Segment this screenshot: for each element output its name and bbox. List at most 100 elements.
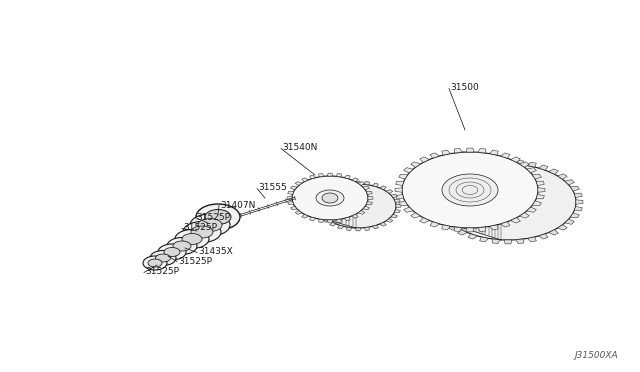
Polygon shape: [478, 148, 486, 153]
Polygon shape: [368, 196, 373, 199]
Ellipse shape: [167, 237, 197, 254]
Polygon shape: [576, 200, 583, 204]
Polygon shape: [391, 214, 397, 218]
Ellipse shape: [164, 247, 180, 257]
Polygon shape: [536, 181, 544, 186]
Polygon shape: [386, 190, 393, 193]
Ellipse shape: [143, 256, 167, 270]
Polygon shape: [516, 160, 524, 165]
Text: 31407N: 31407N: [220, 201, 255, 209]
Polygon shape: [380, 186, 387, 190]
Polygon shape: [565, 180, 574, 185]
Text: 31525P: 31525P: [196, 212, 230, 221]
Polygon shape: [344, 217, 350, 221]
Polygon shape: [511, 157, 520, 162]
Ellipse shape: [158, 244, 186, 260]
Polygon shape: [319, 219, 324, 222]
Polygon shape: [363, 206, 369, 210]
Ellipse shape: [198, 218, 222, 231]
Polygon shape: [315, 205, 320, 208]
Polygon shape: [570, 213, 579, 218]
Polygon shape: [557, 174, 567, 179]
Polygon shape: [538, 165, 548, 170]
Ellipse shape: [175, 230, 209, 248]
Polygon shape: [449, 225, 458, 230]
Polygon shape: [511, 218, 520, 223]
Polygon shape: [319, 173, 324, 177]
Polygon shape: [288, 191, 294, 195]
Polygon shape: [520, 213, 529, 218]
Polygon shape: [430, 222, 440, 227]
Ellipse shape: [190, 214, 230, 236]
Polygon shape: [557, 225, 567, 230]
Polygon shape: [404, 168, 413, 173]
Polygon shape: [380, 222, 387, 226]
Ellipse shape: [156, 254, 170, 262]
Polygon shape: [316, 199, 322, 203]
Polygon shape: [458, 169, 467, 174]
Polygon shape: [394, 199, 400, 203]
Ellipse shape: [442, 174, 498, 206]
Polygon shape: [328, 220, 333, 223]
Polygon shape: [330, 186, 337, 190]
Polygon shape: [411, 213, 420, 218]
Ellipse shape: [196, 204, 240, 230]
Text: 31435X: 31435X: [198, 247, 233, 257]
Polygon shape: [436, 186, 445, 191]
Polygon shape: [364, 227, 369, 231]
Polygon shape: [466, 228, 474, 232]
Polygon shape: [347, 182, 352, 185]
Polygon shape: [310, 217, 316, 221]
Polygon shape: [323, 190, 330, 193]
Polygon shape: [336, 219, 341, 222]
Polygon shape: [295, 182, 302, 186]
Polygon shape: [442, 180, 451, 185]
Polygon shape: [500, 222, 510, 227]
Polygon shape: [364, 182, 369, 185]
Polygon shape: [490, 150, 499, 155]
Polygon shape: [291, 186, 297, 190]
Polygon shape: [396, 205, 401, 208]
Polygon shape: [565, 219, 574, 224]
Polygon shape: [433, 200, 440, 204]
Polygon shape: [301, 214, 308, 218]
Polygon shape: [454, 148, 462, 153]
Polygon shape: [442, 225, 451, 230]
Text: J31500XA: J31500XA: [574, 351, 618, 360]
Polygon shape: [319, 214, 325, 218]
Polygon shape: [430, 153, 440, 158]
Polygon shape: [355, 181, 360, 184]
Polygon shape: [323, 218, 330, 222]
Polygon shape: [434, 206, 442, 211]
Polygon shape: [504, 240, 512, 244]
Polygon shape: [574, 193, 582, 198]
Polygon shape: [454, 227, 462, 231]
Polygon shape: [538, 234, 548, 239]
Polygon shape: [411, 162, 420, 167]
Ellipse shape: [205, 209, 231, 224]
Polygon shape: [358, 211, 365, 214]
Ellipse shape: [182, 234, 202, 244]
Polygon shape: [404, 207, 413, 212]
Polygon shape: [458, 230, 467, 235]
Ellipse shape: [292, 176, 368, 220]
Polygon shape: [420, 157, 429, 162]
Polygon shape: [301, 178, 308, 182]
Polygon shape: [372, 225, 378, 229]
Polygon shape: [532, 174, 541, 179]
Polygon shape: [386, 218, 393, 222]
Polygon shape: [336, 173, 341, 177]
Polygon shape: [328, 173, 333, 176]
Polygon shape: [396, 181, 404, 186]
Polygon shape: [338, 225, 344, 229]
Ellipse shape: [316, 190, 344, 206]
Polygon shape: [442, 219, 451, 224]
Polygon shape: [466, 148, 474, 152]
Polygon shape: [351, 214, 358, 218]
Text: 31555: 31555: [258, 183, 287, 192]
Polygon shape: [500, 153, 510, 158]
Polygon shape: [399, 201, 408, 206]
Polygon shape: [532, 201, 541, 206]
Polygon shape: [490, 225, 499, 230]
Polygon shape: [310, 175, 316, 179]
